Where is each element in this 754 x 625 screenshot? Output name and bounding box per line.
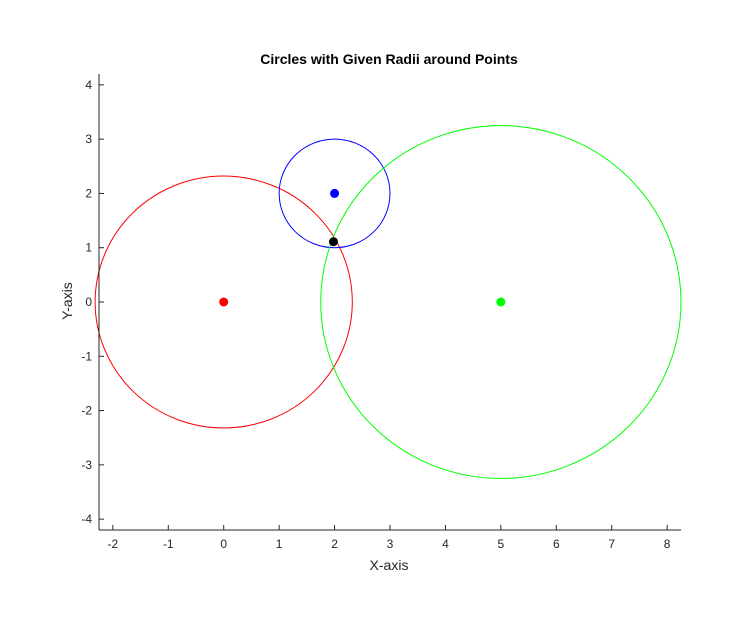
axes: -2 -1 0 1 2 3 4 5 6 7 8 -4 -3 -2 -1 0 1 2 3 4 [81, 74, 681, 551]
y-tick-label: 2 [85, 186, 92, 200]
x-tick-label: 8 [664, 537, 671, 551]
x-tick-label: 3 [387, 537, 394, 551]
y-axis-label: Y-axis [59, 282, 75, 320]
y-tick-label: -2 [81, 404, 92, 418]
x-tick-label: -1 [163, 537, 174, 551]
y-tick-label: 1 [85, 241, 92, 255]
x-tick-label: 5 [498, 537, 505, 551]
y-tick-label: -3 [81, 458, 92, 472]
x-tick-label: -2 [108, 537, 119, 551]
circle-1 [278, 138, 391, 249]
y-tick-label: -1 [81, 349, 92, 363]
circle-0 [94, 175, 353, 429]
point-1 [330, 188, 340, 198]
y-tick-label: 4 [85, 78, 92, 92]
x-tick-label: 7 [608, 537, 615, 551]
x-tick-label: 4 [442, 537, 449, 551]
circle-2 [320, 125, 682, 479]
x-tick-label: 0 [220, 537, 227, 551]
y-tick-label: 0 [85, 295, 92, 309]
x-axis-label: X-axis [370, 557, 409, 573]
y-tick-label: -4 [81, 512, 92, 526]
x-tick-label: 1 [276, 537, 283, 551]
chart-title: Circles with Given Radii around Points [260, 51, 518, 67]
y-tick-label: 3 [85, 132, 92, 146]
x-tick-label: 6 [553, 537, 560, 551]
point-2 [496, 297, 506, 307]
plot-area [94, 125, 682, 479]
x-tick-label: 2 [331, 537, 338, 551]
point-0 [219, 297, 229, 307]
point-3 [328, 237, 338, 247]
